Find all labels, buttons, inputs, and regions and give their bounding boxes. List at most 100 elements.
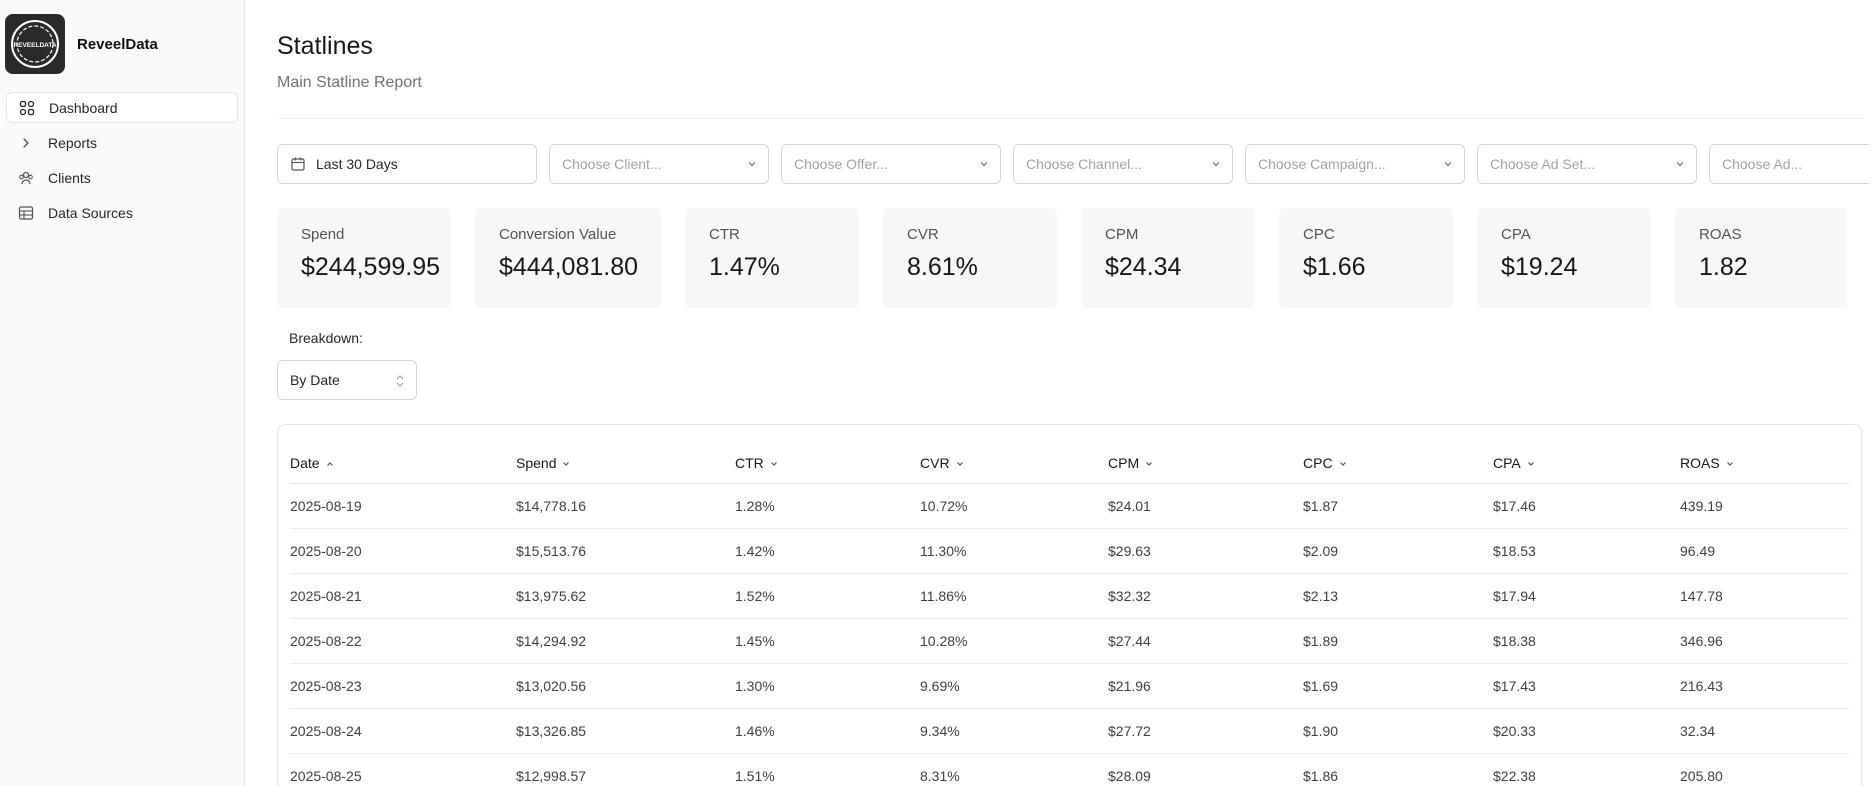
table-row: 2025-08-23 $13,020.56 1.30% 9.69% $21.96… <box>290 663 1849 709</box>
client-select[interactable]: Choose Client... <box>549 144 769 184</box>
adset-select[interactable]: Choose Ad Set... <box>1477 144 1697 184</box>
offer-select-placeholder: Choose Offer... <box>794 156 888 172</box>
sidebar-item-label: Reports <box>48 134 98 151</box>
chevron-down-icon <box>1527 461 1534 466</box>
stat-value: 1.47% <box>709 253 780 281</box>
breakdown-label: Breakdown: <box>289 330 363 346</box>
stat-label: CPM <box>1105 226 1139 243</box>
sidebar-item-dashboard[interactable]: Dashboard <box>6 92 238 123</box>
column-header-ctr[interactable]: CTR <box>735 425 920 484</box>
cell-cpa: $18.53 <box>1493 528 1680 574</box>
chevron-down-icon <box>1339 461 1346 466</box>
stat-value: $444,081.80 <box>499 253 639 281</box>
cell-cpa: $17.94 <box>1493 573 1680 619</box>
cell-spend: $13,020.56 <box>516 663 735 709</box>
channel-select[interactable]: Choose Channel... <box>1013 144 1233 184</box>
breakdown-select[interactable]: By Date <box>277 360 417 400</box>
sidebar: REVEELDATA ReveelData Dashboard Reports <box>0 0 245 786</box>
stat-label: CPA <box>1501 226 1531 243</box>
table-row: 2025-08-25 $12,998.57 1.51% 8.31% $28.09… <box>290 753 1849 786</box>
cell-date: 2025-08-22 <box>290 618 516 664</box>
page-subtitle: Main Statline Report <box>277 74 422 91</box>
chevron-right-icon <box>23 137 29 148</box>
stat-label: CPC <box>1303 226 1335 243</box>
cell-roas: 346.96 <box>1680 618 1849 664</box>
sidebar-item-label: Data Sources <box>48 204 133 221</box>
cell-ctr: 1.46% <box>735 708 920 754</box>
calendar-icon <box>291 157 305 171</box>
campaign-select-placeholder: Choose Campaign... <box>1258 156 1386 172</box>
ad-select-placeholder: Choose Ad... <box>1722 156 1803 172</box>
stat-card-cvr: CVR 8.61% <box>883 208 1057 308</box>
cell-cvr: 11.86% <box>920 573 1108 619</box>
column-header-date[interactable]: Date <box>290 425 516 484</box>
date-range-value: Last 30 Days <box>316 156 398 172</box>
chevron-down-icon <box>563 461 570 466</box>
cell-cpc: $1.90 <box>1303 708 1493 754</box>
stat-card-roas: ROAS 1.82 <box>1675 208 1847 308</box>
sidebar-item-data-sources[interactable]: Data Sources <box>6 197 238 228</box>
cell-spend: $15,513.76 <box>516 528 735 574</box>
cell-cpa: $17.43 <box>1493 663 1680 709</box>
cell-spend: $13,326.85 <box>516 708 735 754</box>
stat-label: CVR <box>907 226 939 243</box>
sidebar-item-clients[interactable]: Clients <box>6 162 238 193</box>
cell-date: 2025-08-23 <box>290 663 516 709</box>
client-select-placeholder: Choose Client... <box>562 156 662 172</box>
cell-cpa: $20.33 <box>1493 708 1680 754</box>
cell-cvr: 9.69% <box>920 663 1108 709</box>
column-header-roas[interactable]: ROAS <box>1680 425 1849 484</box>
stat-card-conversion-value: Conversion Value $444,081.80 <box>475 208 661 308</box>
database-icon <box>18 205 34 220</box>
table-row: 2025-08-21 $13,975.62 1.52% 11.86% $32.3… <box>290 573 1849 619</box>
cell-date: 2025-08-21 <box>290 573 516 619</box>
column-header-cpa[interactable]: CPA <box>1493 425 1680 484</box>
chevron-down-icon <box>1212 162 1220 167</box>
offer-select[interactable]: Choose Offer... <box>781 144 1001 184</box>
cell-cpc: $1.87 <box>1303 483 1493 529</box>
cell-cpc: $1.86 <box>1303 753 1493 786</box>
table-row: 2025-08-24 $13,326.85 1.46% 9.34% $27.72… <box>290 708 1849 754</box>
cell-ctr: 1.28% <box>735 483 920 529</box>
campaign-select[interactable]: Choose Campaign... <box>1245 144 1465 184</box>
cell-roas: 216.43 <box>1680 663 1849 709</box>
cell-ctr: 1.51% <box>735 753 920 786</box>
column-header-cpc[interactable]: CPC <box>1303 425 1493 484</box>
stat-value: 8.61% <box>907 253 978 281</box>
stat-value: $24.34 <box>1105 253 1182 281</box>
stat-value: 1.82 <box>1699 253 1748 281</box>
sort-ascending-icon <box>326 461 333 466</box>
ad-select[interactable]: Choose Ad... <box>1709 144 1869 184</box>
chevron-down-icon <box>980 162 988 167</box>
filter-bar: Last 30 Days Choose Client... Choose Off… <box>277 144 1869 184</box>
cell-cvr: 10.28% <box>920 618 1108 664</box>
column-header-cvr[interactable]: CVR <box>920 425 1108 484</box>
column-header-cpm[interactable]: CPM <box>1108 425 1303 484</box>
date-range-picker[interactable]: Last 30 Days <box>277 144 537 184</box>
stat-value: $244,599.95 <box>301 253 441 281</box>
cell-roas: 96.49 <box>1680 528 1849 574</box>
chevron-down-icon <box>1676 162 1684 167</box>
column-header-spend[interactable]: Spend <box>516 425 735 484</box>
statline-table-card: Date Spend CTR CVR CPM CPC CPA ROAS 2025… <box>277 424 1862 786</box>
adset-select-placeholder: Choose Ad Set... <box>1490 156 1596 172</box>
main-content: Statlines Main Statline Report Last 30 D… <box>277 0 1873 786</box>
statline-table: Date Spend CTR CVR CPM CPC CPA ROAS 2025… <box>290 425 1849 786</box>
users-icon <box>19 171 33 184</box>
table-header-row: Date Spend CTR CVR CPM CPC CPA ROAS <box>290 425 1849 484</box>
cell-cpc: $1.89 <box>1303 618 1493 664</box>
sidebar-item-label: Clients <box>48 169 91 186</box>
chevron-down-icon <box>1146 461 1153 466</box>
sidebar-item-reports[interactable]: Reports <box>6 127 238 158</box>
stat-value: $19.24 <box>1501 253 1578 281</box>
brand-logo[interactable]: REVEELDATA <box>5 14 65 74</box>
cell-cpa: $22.38 <box>1493 753 1680 786</box>
table-row: 2025-08-19 $14,778.16 1.28% 10.72% $24.0… <box>290 483 1849 529</box>
stat-card-ctr: CTR 1.47% <box>685 208 859 308</box>
cell-ctr: 1.45% <box>735 618 920 664</box>
cell-cvr: 11.30% <box>920 528 1108 574</box>
cell-cpc: $2.13 <box>1303 573 1493 619</box>
cell-roas: 32.34 <box>1680 708 1849 754</box>
cell-cpm: $21.96 <box>1108 663 1303 709</box>
cell-cpm: $32.32 <box>1108 573 1303 619</box>
